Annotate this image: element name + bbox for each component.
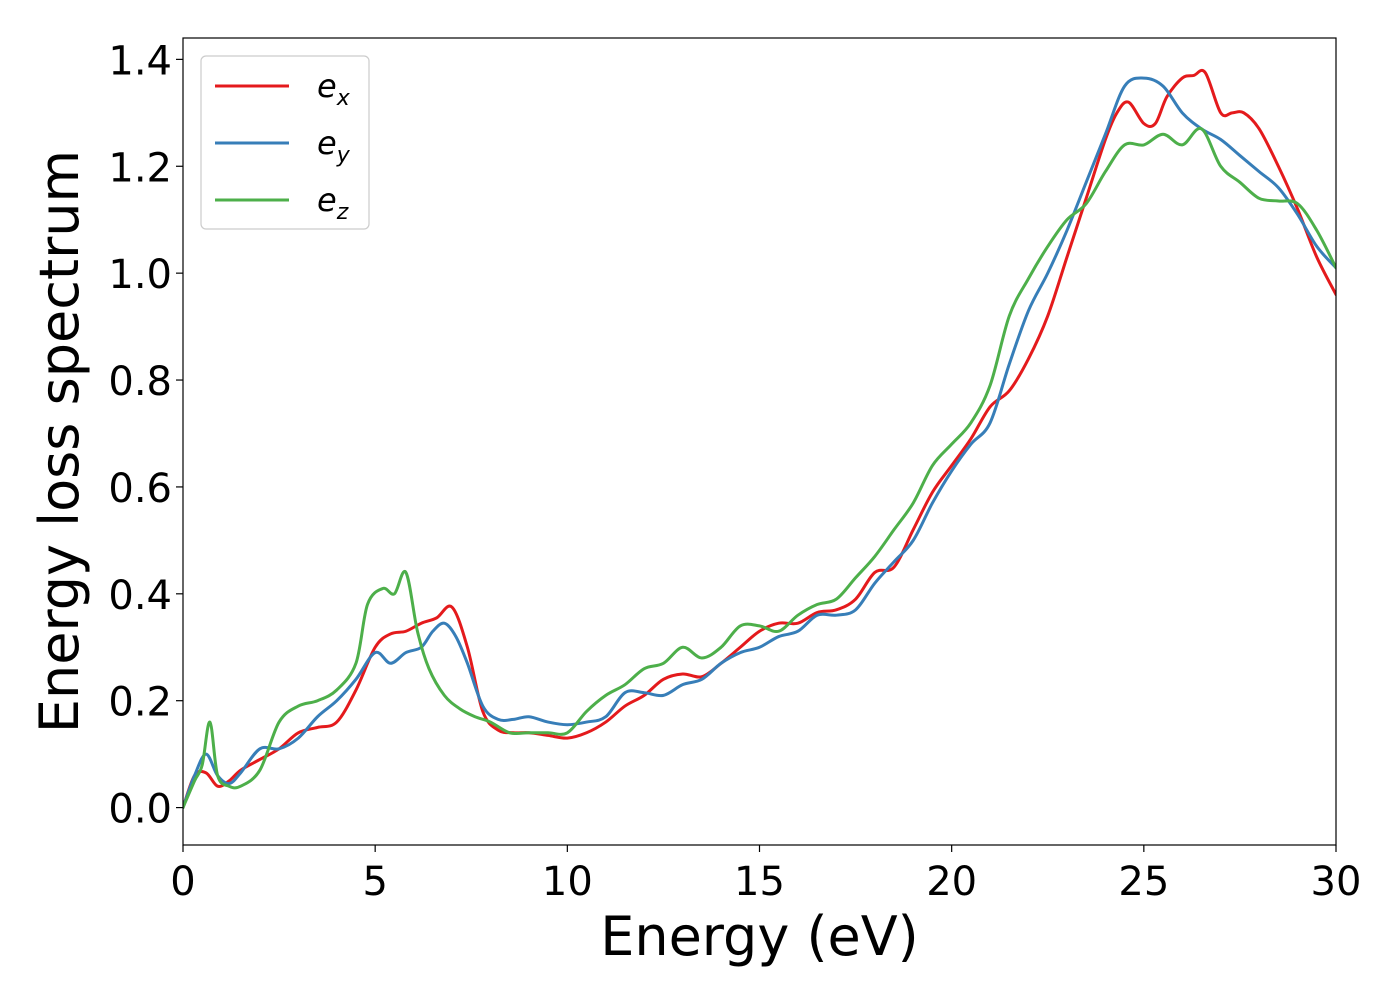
series-line-ez	[183, 126, 1336, 810]
legend-label-ex: ex	[317, 67, 351, 111]
x-tick-label: 15	[734, 859, 785, 905]
plot-background	[183, 38, 1336, 845]
x-tick-label: 25	[1118, 859, 1169, 905]
y-tick-label: 1.2	[108, 145, 172, 191]
x-tick-label: 20	[926, 859, 977, 905]
legend: ex ey ez	[200, 55, 370, 230]
series-line-ey	[183, 76, 1336, 810]
legend-label-ez: ez	[317, 181, 349, 225]
x-tick-label: 30	[1311, 859, 1362, 905]
x-axis-label: Energy (eV)	[600, 905, 919, 968]
series-layer	[183, 68, 1336, 810]
y-tick-label: 0.8	[108, 359, 172, 405]
axes-layer: 0 5 10 15 20 25 30 0.0 0.2 0.4 0.6 0.8 1.0 1.2 1.4	[108, 37, 1362, 905]
y-axis-label: Energy loss spectrum	[28, 150, 91, 733]
series-line-ex	[183, 68, 1336, 810]
y-tick-label: 1.4	[108, 38, 172, 84]
x-tick-label: 0	[170, 859, 195, 905]
y-tick-label: 0.0	[108, 787, 172, 833]
legend-label-ey: ey	[317, 124, 351, 168]
y-tick-label: 0.2	[108, 680, 172, 726]
y-tick-label: 1.0	[108, 252, 172, 298]
plot-area	[183, 38, 1336, 845]
x-tick-label: 10	[542, 859, 593, 905]
y-tick-label: 0.4	[108, 573, 172, 619]
y-tick-label: 0.6	[108, 466, 172, 512]
x-tick-label: 5	[362, 859, 387, 905]
